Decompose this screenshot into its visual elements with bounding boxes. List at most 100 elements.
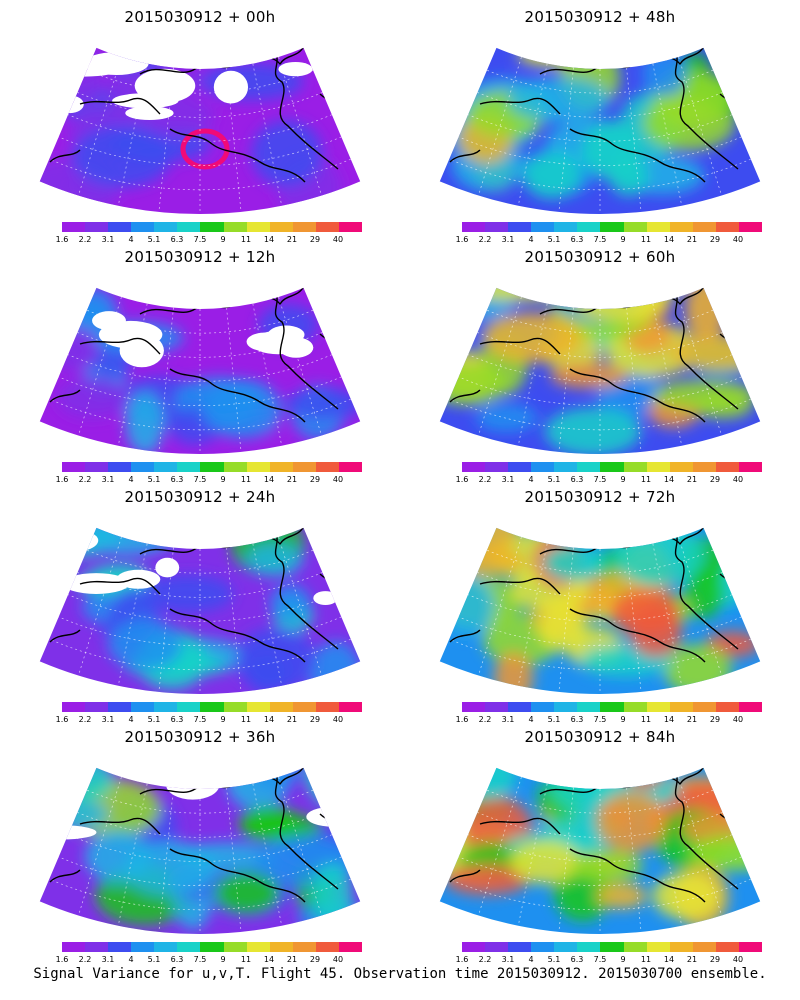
variance-map [39,47,361,214]
colorbar-tick-label: 2.2 [478,475,492,484]
colorbar-tick-label: 29 [309,955,321,964]
colorbar-tick-label: 29 [709,235,721,244]
colorbar-swatch [85,702,109,712]
colorbar-tick-label: 5.1 [547,715,561,724]
colorbar-swatch [623,702,647,712]
colorbar-swatch [108,462,132,472]
colorbar-swatch [715,222,739,232]
colorbar-tick-label: 11 [240,715,252,724]
colorbar-swatch [577,222,601,232]
colorbar-swatch [131,462,155,472]
variance-map [39,287,361,454]
colorbar-tick-label: 6.3 [570,235,584,244]
colorbar-swatch [131,222,155,232]
colorbar-tick-label: 29 [309,235,321,244]
colorbar-swatch [177,462,201,472]
colorbar-tick-label: 21 [686,235,698,244]
colorbar-swatch [177,222,201,232]
colorbar-tick-label: 14 [263,235,275,244]
colorbar-tick-label: 1.6 [55,235,69,244]
colorbar [462,462,763,472]
colorbar-swatch [715,702,739,712]
colorbar-tick-label: 4 [528,235,534,244]
panel-title: 2015030912 + 48h [524,8,676,26]
colorbar-swatch [692,942,716,952]
colorbar-tick-label: 5.1 [147,475,161,484]
colorbar-swatch [577,702,601,712]
colorbar-swatch [223,942,247,952]
colorbar-swatch [154,222,178,232]
colorbar-tick-label: 1.6 [455,955,469,964]
colorbar-tick-label: 11 [240,955,252,964]
colorbar-swatch [646,222,670,232]
colorbar-tick-label: 14 [263,475,275,484]
colorbar-swatch [646,942,670,952]
colorbar-tick-label: 2.2 [478,955,492,964]
colorbar-swatch [200,942,224,952]
colorbar-swatch [600,222,624,232]
colorbar-swatch [738,462,763,472]
colorbar-ticks: 1.6 2.2 3.1 4 5.1 6.3 7.5 9 11 14 21 29 40 [454,715,774,725]
colorbar [462,942,763,952]
colorbar-tick-label: 7.5 [193,235,207,244]
colorbar-tick-label: 4 [528,475,534,484]
variance-map [39,767,361,934]
colorbar-swatch [246,222,270,232]
colorbar-tick-label: 21 [686,475,698,484]
colorbar-tick-label: 5.1 [547,475,561,484]
colorbar-swatch [108,702,132,712]
colorbar [462,222,763,232]
colorbar-swatch [646,702,670,712]
colorbar-tick-label: 3.1 [501,715,515,724]
colorbar-swatch [223,462,247,472]
colorbar-swatch [108,222,132,232]
colorbar-swatch [508,222,532,232]
colorbar-tick-label: 21 [286,715,298,724]
colorbar-swatch [200,462,224,472]
colorbar-swatch [292,462,316,472]
colorbar-tick-label: 6.3 [170,715,184,724]
panel-title: 2015030912 + 36h [124,728,276,746]
colorbar-tick-label: 7.5 [193,475,207,484]
colorbar-tick-label: 40 [332,235,344,244]
colorbar-swatch [462,462,486,472]
colorbar-swatch [315,702,339,712]
colorbar-swatch [462,702,486,712]
colorbar-ticks: 1.6 2.2 3.1 4 5.1 6.3 7.5 9 11 14 21 29 40 [454,955,774,965]
colorbar-swatch [508,462,532,472]
colorbar-swatch [223,702,247,712]
colorbar-swatch [623,942,647,952]
colorbar-swatch [154,942,178,952]
colorbar-tick-label: 11 [240,475,252,484]
colorbar-swatch [315,462,339,472]
colorbar-ticks: 1.6 2.2 3.1 4 5.1 6.3 7.5 9 11 14 21 29 40 [454,475,774,485]
forecast-panel: 2015030912 + 72h 1.6 2.2 3.1 4 5.1 6.3 7.5 9 11 14… [400,480,800,725]
colorbar-swatch [508,702,532,712]
colorbar-tick-label: 1.6 [455,715,469,724]
colorbar-swatch [600,462,624,472]
colorbar-tick-label: 3.1 [101,955,115,964]
colorbar-swatch [531,462,555,472]
colorbar-tick-label: 40 [732,235,744,244]
forecast-panel: 2015030912 + 24h 1.6 2.2 3.1 4 5.1 6.3 7.5 9 11 14… [0,480,400,725]
colorbar [462,702,763,712]
colorbar-tick-label: 29 [709,715,721,724]
colorbar-ticks: 1.6 2.2 3.1 4 5.1 6.3 7.5 9 11 14 21 29 40 [54,235,374,245]
colorbar-tick-label: 11 [640,475,652,484]
colorbar-swatch [554,462,578,472]
colorbar-swatch [62,462,86,472]
colorbar-tick-label: 6.3 [570,955,584,964]
colorbar-tick-label: 1.6 [55,955,69,964]
colorbar-ticks: 1.6 2.2 3.1 4 5.1 6.3 7.5 9 11 14 21 29 40 [54,475,374,485]
colorbar-tick-label: 14 [263,715,275,724]
colorbar-tick-label: 3.1 [101,715,115,724]
colorbar-swatch [531,222,555,232]
colorbar-tick-label: 1.6 [55,475,69,484]
colorbar-tick-label: 21 [286,475,298,484]
colorbar-tick-label: 5.1 [547,235,561,244]
colorbar-swatch [200,222,224,232]
colorbar-tick-label: 11 [240,235,252,244]
forecast-panel: 2015030912 + 60h 1.6 2.2 3.1 4 5.1 6.3 7.5 9 11 14… [400,240,800,485]
colorbar-swatch [531,942,555,952]
panel-title: 2015030912 + 72h [524,488,676,506]
